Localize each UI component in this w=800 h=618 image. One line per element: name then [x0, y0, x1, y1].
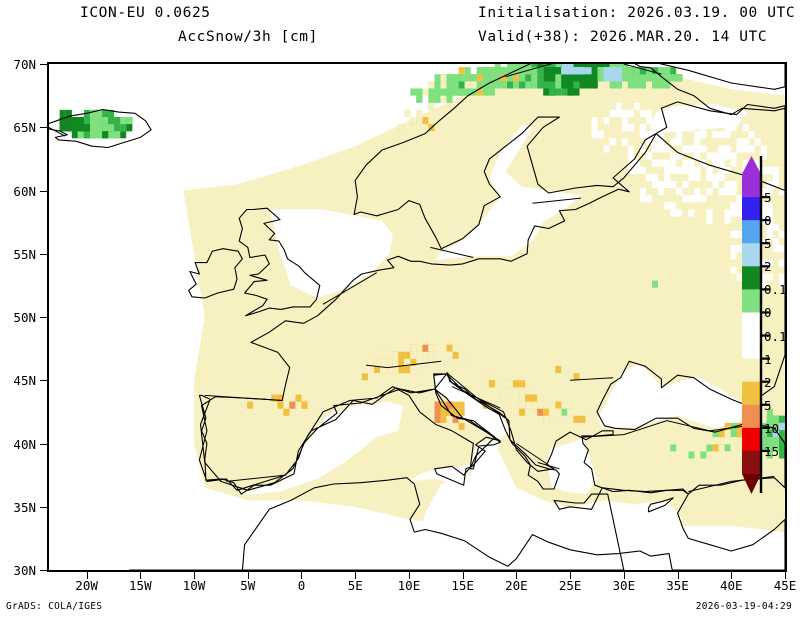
lon-tick-label: 5E	[347, 578, 363, 593]
lat-tick	[40, 570, 47, 571]
header-model-name: ICON-EU 0.0625	[80, 5, 211, 21]
header-valid-time: Valid(+38): 2026.MAR.20. 14 UTC	[478, 29, 768, 45]
lat-tick	[40, 190, 47, 192]
lon-tick-label: 10E	[397, 578, 421, 593]
weather-map-canvas	[49, 64, 785, 570]
colorbar-tick-label: 0.1	[764, 328, 787, 344]
colorbar-tick-label: 0.1	[764, 282, 787, 298]
header-field-name: AccSnow/3h [cm]	[178, 29, 318, 45]
lon-tick-label: 35E	[666, 578, 689, 593]
snow-accumulation-layer	[59, 64, 785, 459]
lon-tick-label: 0	[297, 578, 306, 593]
lat-tick	[40, 443, 47, 445]
lat-tick-label: 50N	[13, 310, 36, 325]
lon-tick	[462, 572, 464, 579]
lon-tick-label: 25E	[558, 578, 582, 593]
lon-tick	[247, 572, 249, 579]
lon-tick	[140, 572, 142, 579]
lat-tick-label: 45N	[13, 373, 36, 389]
lon-tick-label: 5W	[240, 578, 256, 593]
lat-tick	[40, 506, 47, 508]
colorbar-tick-label: 15	[764, 443, 780, 459]
colorbar-tick-label: 2	[764, 374, 772, 390]
colorbar: 5 0 5 2 0.1 0 0.1 1 2 5 10 15	[736, 152, 800, 497]
lon-tick-label: 15W	[129, 578, 152, 593]
lat-tick	[40, 253, 47, 255]
colorbar-tick-label: 0	[764, 305, 772, 321]
lat-tick-label: 65N	[13, 120, 36, 136]
lon-tick-label: 10W	[182, 578, 206, 593]
lon-tick	[623, 572, 625, 579]
colorbar-tick-label: 5	[764, 236, 772, 252]
lon-tick	[677, 572, 679, 579]
land-fill-layer	[49, 64, 785, 558]
colorbar-swatches	[742, 156, 770, 494]
colorbar-tick-label: 2	[764, 259, 772, 275]
lat-tick	[40, 317, 47, 318]
colorbar-tick-label: 10	[764, 420, 780, 436]
lon-tick	[355, 572, 357, 579]
lat-tick	[40, 380, 47, 382]
lon-tick	[408, 572, 410, 579]
colorbar-tick-label: 5	[764, 190, 772, 206]
map-header: ICON-EU 0.0625 AccSnow/3h [cm] Initialis…	[0, 0, 800, 52]
lon-tick-label: 40E	[719, 578, 743, 593]
header-initialisation: Initialisation: 2026.03.19. 00 UTC	[478, 5, 796, 21]
colorbar-tick-label: 0	[764, 213, 772, 229]
lon-tick-label: 30E	[612, 578, 636, 593]
lat-tick-label: 30N	[13, 563, 36, 578]
lon-tick	[86, 572, 88, 579]
lat-tick-label: 70N	[13, 57, 36, 72]
lon-tick-label: 20E	[505, 578, 528, 593]
lat-tick-label: 55N	[13, 246, 36, 262]
map-plot-frame	[47, 62, 787, 572]
lat-tick-label: 35N	[13, 499, 36, 515]
lon-tick-label: 45E	[773, 578, 797, 593]
lat-tick	[40, 127, 47, 129]
lon-tick	[516, 572, 518, 579]
colorbar-tick-label: 5	[764, 397, 772, 413]
lon-tick-label: 20W	[75, 578, 98, 593]
lon-tick	[194, 572, 196, 579]
footer-credit: GrADS: COLA/IGES	[6, 601, 103, 612]
lat-tick-label: 60N	[13, 183, 36, 199]
colorbar-tick-label: 1	[764, 351, 772, 367]
lon-tick-label: 15E	[451, 578, 474, 593]
lon-tick	[785, 572, 786, 579]
lon-tick	[301, 572, 303, 579]
lat-tick-label: 40N	[13, 436, 36, 452]
lon-tick	[731, 572, 733, 579]
footer-timestamp: 2026-03-19-04:29	[695, 601, 792, 612]
lat-tick	[40, 64, 47, 65]
lon-tick	[570, 572, 572, 579]
